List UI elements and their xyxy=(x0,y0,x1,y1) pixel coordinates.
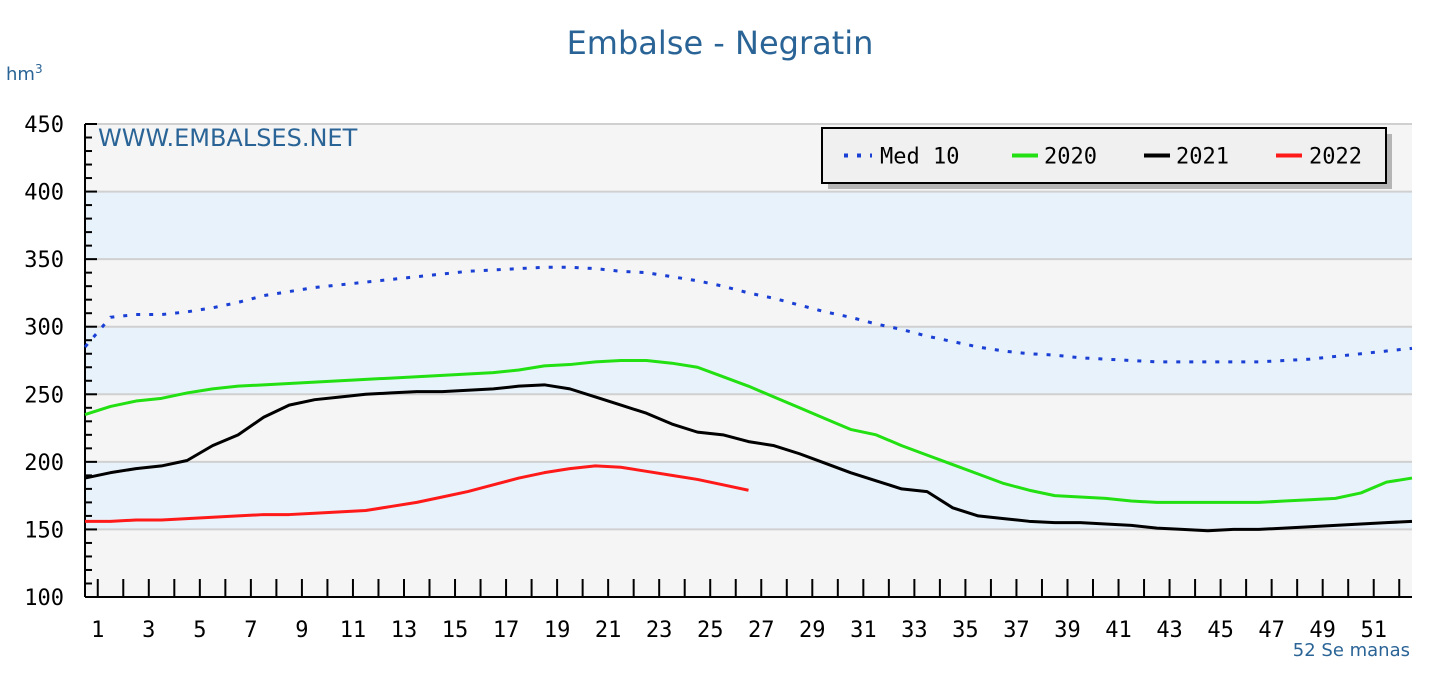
chart-title: Embalse - Negratin xyxy=(566,24,874,62)
y-tick-label-300: 300 xyxy=(24,316,64,341)
y-axis-unit-superscript: 3 xyxy=(34,62,43,76)
x-tick-label-29: 29 xyxy=(799,618,826,643)
plot-band-2 xyxy=(85,191,1412,260)
x-tick-label-15: 15 xyxy=(442,618,469,643)
x-tick-label-19: 19 xyxy=(544,618,571,643)
x-tick-label-11: 11 xyxy=(340,618,367,643)
y-tick-label-450: 450 xyxy=(24,113,64,138)
y-tick-label-150: 150 xyxy=(24,518,64,543)
x-tick-label-41: 41 xyxy=(1105,618,1132,643)
series-line-2020 xyxy=(84,359,1413,504)
series-line-2021 xyxy=(84,383,1413,533)
x-tick-label-31: 31 xyxy=(850,618,877,643)
x-tick-label-45: 45 xyxy=(1207,618,1234,643)
legend-label-med-10: Med 10 xyxy=(880,145,959,170)
x-tick-label-7: 7 xyxy=(244,618,257,643)
x-tick-label-3: 3 xyxy=(142,618,155,643)
x-tick-label-21: 21 xyxy=(595,618,622,643)
x-axis-unit: 52 Se manas xyxy=(1292,640,1410,661)
x-tick-label-35: 35 xyxy=(952,618,979,643)
y-tick-label-400: 400 xyxy=(24,181,64,206)
x-tick-label-49: 49 xyxy=(1309,618,1336,643)
x-tick-label-25: 25 xyxy=(697,618,724,643)
legend-label-2022: 2022 xyxy=(1309,145,1362,170)
x-tick-label-23: 23 xyxy=(646,618,673,643)
x-tick-label-43: 43 xyxy=(1156,618,1183,643)
x-tick-label-17: 17 xyxy=(493,618,520,643)
y-axis-unit-text: hm xyxy=(6,64,35,85)
legend-label-2020: 2020 xyxy=(1044,145,1097,170)
x-tick-label-27: 27 xyxy=(748,618,775,643)
series-line-2022 xyxy=(85,464,749,523)
y-tick-label-100: 100 xyxy=(24,586,64,611)
x-tick-label-13: 13 xyxy=(391,618,418,643)
x-tick-label-37: 37 xyxy=(1003,618,1030,643)
x-tick-label-33: 33 xyxy=(901,618,928,643)
watermark-text: WWW.EMBALSES.NET xyxy=(98,124,358,152)
x-tick-label-47: 47 xyxy=(1258,618,1285,643)
x-tick-label-5: 5 xyxy=(193,618,206,643)
y-axis-unit: hm3 xyxy=(6,62,43,85)
x-tick-label-1: 1 xyxy=(91,618,104,643)
y-tick-label-200: 200 xyxy=(24,451,64,476)
series-line-med-10 xyxy=(83,265,1413,364)
legend-label-2021: 2021 xyxy=(1176,145,1229,170)
plot-band-0 xyxy=(85,461,1412,530)
x-tick-label-51: 51 xyxy=(1360,618,1387,643)
x-tick-label-9: 9 xyxy=(295,618,308,643)
y-tick-label-250: 250 xyxy=(24,383,64,408)
y-tick-label-350: 350 xyxy=(24,248,64,273)
x-tick-label-39: 39 xyxy=(1054,618,1081,643)
